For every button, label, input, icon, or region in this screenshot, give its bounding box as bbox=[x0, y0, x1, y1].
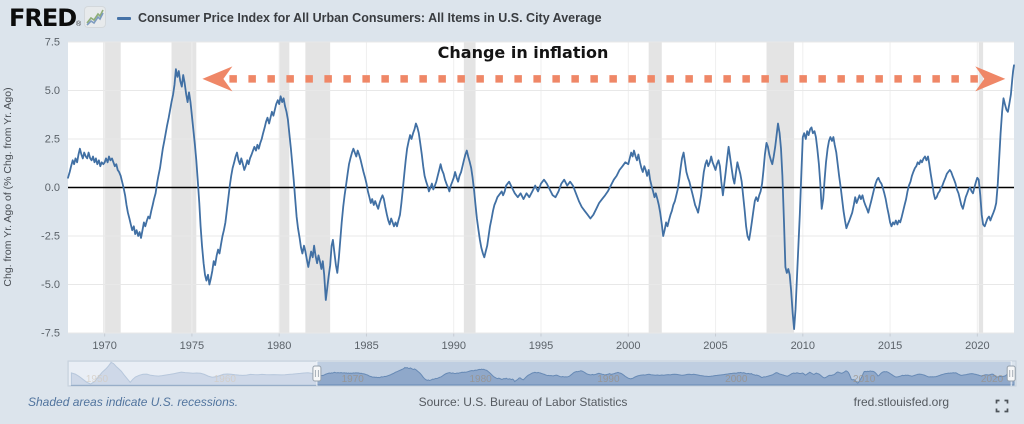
navigator-year-label: 1990 bbox=[597, 374, 620, 385]
navigator-year-label: 1980 bbox=[469, 374, 492, 385]
navigator-year-label: 2000 bbox=[725, 374, 748, 385]
x-axis-tick-label: 1985 bbox=[354, 340, 378, 352]
navigator-year-label: 1970 bbox=[342, 374, 365, 385]
x-axis-tick-label: 2020 bbox=[965, 340, 989, 352]
y-axis-tick-label: -5.0 bbox=[41, 279, 60, 291]
y-axis-tick-label: 5.0 bbox=[45, 85, 60, 97]
x-axis-tick-label: 2015 bbox=[878, 340, 902, 352]
x-axis-tick-label: 2000 bbox=[616, 340, 640, 352]
annotation-title: Change in inflation bbox=[437, 43, 609, 62]
x-axis-tick-label: 1995 bbox=[529, 340, 553, 352]
navigator-year-label: 2020 bbox=[981, 374, 1004, 385]
series-legend-label: Consumer Price Index for All Urban Consu… bbox=[138, 11, 602, 25]
header: FRED ® Consumer Price Index for All Urba… bbox=[0, 0, 1024, 36]
y-axis-tick-label: -2.5 bbox=[41, 231, 60, 243]
y-axis-title: Chg. from Yr. Ago of (% Chg. from Yr. Ag… bbox=[2, 87, 14, 287]
navigator-unselected-mask bbox=[69, 362, 317, 385]
fred-logo[interactable]: FRED bbox=[9, 4, 77, 32]
navigator-handle-right[interactable] bbox=[1006, 365, 1016, 382]
navigator-selected-range[interactable] bbox=[316, 362, 1012, 385]
x-axis-tick-label: 1990 bbox=[441, 340, 465, 352]
recession-note[interactable]: Shaded areas indicate U.S. recessions. bbox=[28, 395, 239, 409]
navigator-handle-left[interactable] bbox=[312, 365, 322, 382]
registered-trademark: ® bbox=[76, 21, 82, 28]
y-axis-tick-label: 7.5 bbox=[45, 37, 60, 49]
x-axis-tick-label: 2005 bbox=[703, 340, 727, 352]
series-line[interactable] bbox=[67, 64, 1015, 330]
annotation-arrow-left-head bbox=[202, 66, 233, 92]
fred-logo-chart-icon bbox=[84, 6, 106, 28]
series-legend: Consumer Price Index for All Urban Consu… bbox=[117, 0, 602, 36]
source-text: Source: U.S. Bureau of Labor Statistics bbox=[418, 395, 628, 409]
fullscreen-button[interactable] bbox=[995, 399, 1009, 413]
navigator-year-label: 2010 bbox=[853, 374, 876, 385]
y-axis-tick-label: 2.5 bbox=[45, 134, 60, 146]
x-axis-tick-label: 1980 bbox=[267, 340, 291, 352]
y-axis-tick-label: 0.0 bbox=[45, 182, 60, 194]
site-link[interactable]: fred.stlouisfed.org bbox=[853, 395, 949, 409]
annotation-arrow-right-head bbox=[975, 66, 1006, 92]
x-axis-tick-label: 1975 bbox=[180, 340, 204, 352]
x-axis-tick-label: 1970 bbox=[92, 340, 116, 352]
y-axis-tick-label: -7.5 bbox=[41, 328, 60, 340]
series-legend-marker bbox=[117, 16, 131, 20]
x-axis-tick-label: 2010 bbox=[791, 340, 815, 352]
fullscreen-icon bbox=[995, 399, 1009, 413]
